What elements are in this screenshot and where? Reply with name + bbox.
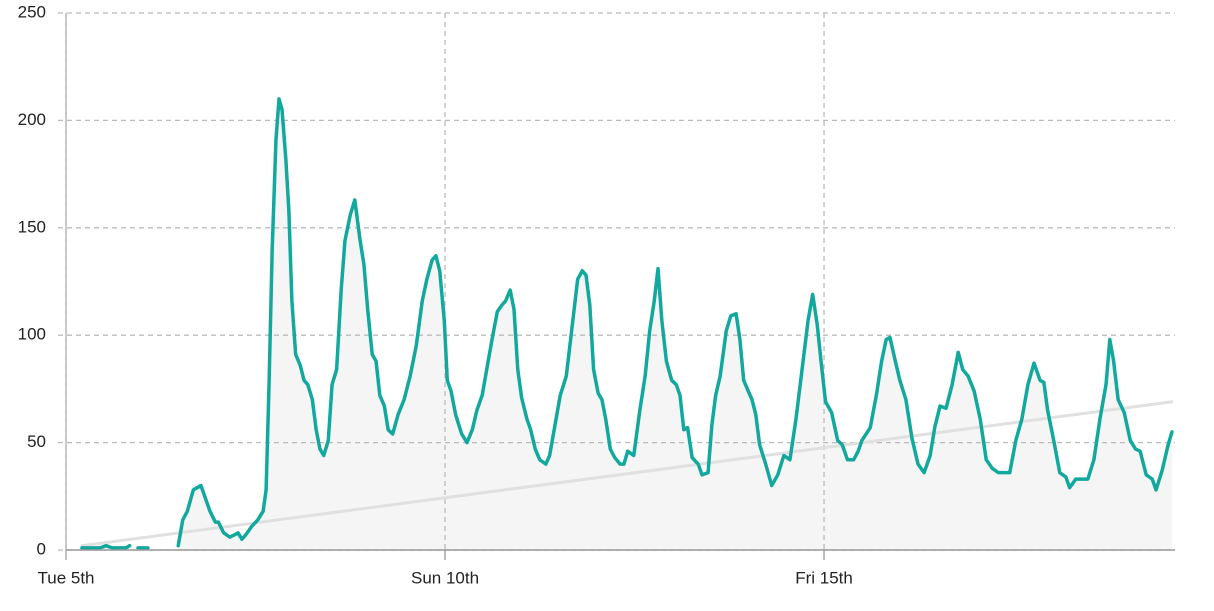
y-tick-label: 0	[37, 539, 46, 558]
y-tick-label: 50	[27, 432, 46, 451]
y-tick-label: 250	[18, 2, 46, 21]
line	[80, 97, 1174, 550]
x-tick-label: Fri 15th	[795, 568, 853, 587]
line	[80, 400, 1174, 548]
y-tick-label: 200	[18, 110, 46, 129]
y-tick-label: 100	[18, 325, 46, 344]
x-tick-label: Sun 10th	[411, 568, 479, 587]
area	[81, 98, 1172, 551]
y-tick-label: 150	[18, 217, 46, 236]
x-tick-label: Tue 5th	[37, 568, 94, 587]
